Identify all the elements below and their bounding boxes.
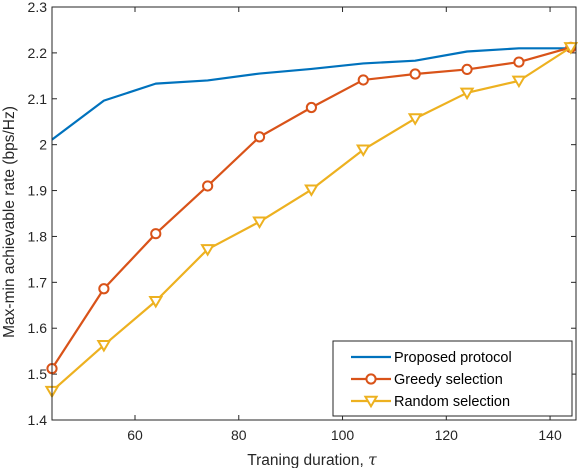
y-tick-label: 2.1: [28, 91, 48, 107]
triangle-marker: [407, 113, 423, 126]
x-tick-label: 100: [331, 427, 355, 443]
y-tick-label: 2.3: [28, 0, 48, 15]
x-axis-title-text: Traning duration,: [247, 452, 368, 468]
y-tick-label: 1.7: [28, 274, 48, 290]
circle-marker: [305, 101, 318, 114]
triangle-marker: [511, 75, 527, 89]
x-tick-label: 120: [435, 427, 459, 443]
legend-label: Proposed protocol: [394, 350, 512, 366]
plot-area: 60 80 100 120 140 1.4 1.5 1.6 1.7 1.8 1.9 2 2.1 2.2 2…: [28, 0, 579, 443]
x-tick-label: 140: [538, 427, 562, 443]
circle-marker: [253, 131, 266, 143]
x-tick-label: 80: [231, 427, 247, 443]
circle-marker: [357, 74, 369, 86]
legend-label: Random selection: [394, 394, 510, 410]
circle-marker: [98, 283, 110, 295]
circle-marker: [461, 63, 473, 76]
legend-item: Random selection: [351, 394, 510, 410]
series-random-selection: [44, 42, 579, 399]
triangle-marker: [355, 144, 371, 158]
triangle-marker: [304, 184, 319, 197]
legend: Proposed protocol Greedy selection Random …: [332, 340, 573, 417]
axes-frame: [51, 6, 577, 421]
circle-marker: [409, 68, 421, 80]
y-tick-label: 2: [39, 137, 47, 153]
y-tick-label: 2.2: [28, 45, 48, 61]
triangle-marker: [200, 244, 215, 257]
triangle-marker: [363, 395, 379, 409]
circle-marker: [365, 373, 377, 385]
triangle-marker: [148, 295, 164, 309]
x-axis: 60 80 100 120 140: [127, 7, 562, 443]
triangle-marker: [563, 42, 579, 55]
x-axis-title: Traning duration, τ: [247, 451, 377, 468]
y-tick-label: 1.8: [28, 228, 48, 244]
y-tick-label: 1.9: [28, 183, 48, 199]
series-layer: [44, 41, 579, 399]
y-tick-label: 1.6: [28, 320, 48, 336]
x-tick-label: 60: [127, 427, 143, 443]
triangle-marker: [96, 340, 112, 353]
circle-marker: [513, 56, 525, 68]
triangle-marker: [252, 216, 267, 230]
circle-marker: [150, 228, 162, 240]
y-tick-label: 1.5: [28, 366, 48, 382]
series-proposed-protocol: [51, 47, 571, 141]
triangle-marker: [459, 87, 475, 101]
series-greedy-selection: [46, 41, 577, 375]
legend-item: Greedy selection: [351, 372, 503, 388]
legend-item: Proposed protocol: [351, 350, 512, 366]
y-axis-title: Max-min achievable rate (bps/Hz): [1, 106, 18, 338]
legend-label: Greedy selection: [394, 372, 503, 388]
circle-marker: [202, 180, 214, 192]
y-tick-label: 1.4: [28, 412, 48, 428]
series-line: [51, 47, 571, 141]
x-axis-title-symbol: τ: [368, 451, 377, 468]
